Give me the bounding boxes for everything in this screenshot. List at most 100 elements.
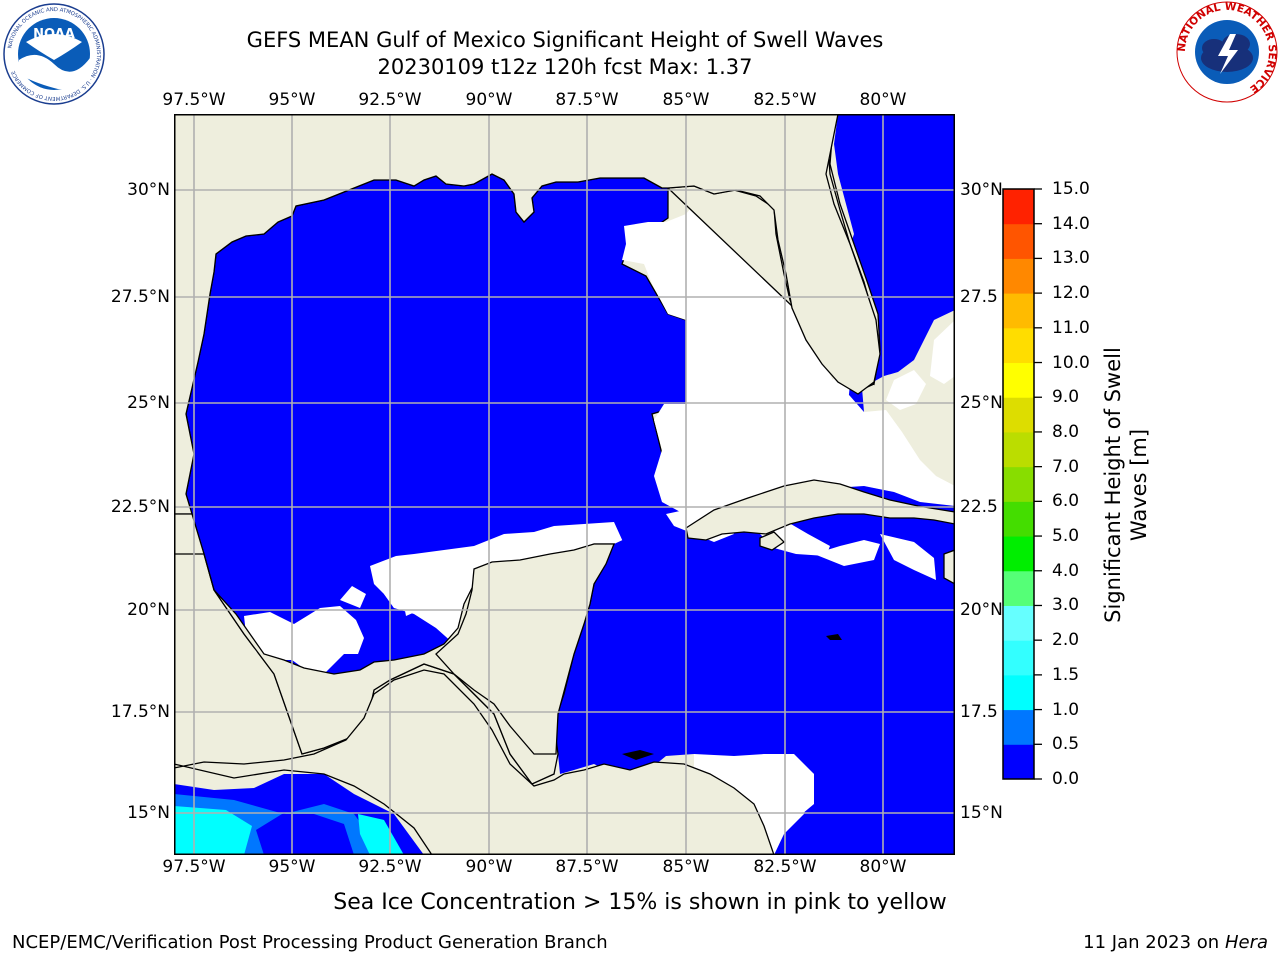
lon-label-bottom: 92.5°W xyxy=(358,857,422,877)
colorbar-segment xyxy=(1003,223,1034,259)
lat-label-right: 27.5 xyxy=(960,287,998,307)
map-frame xyxy=(174,114,955,855)
lat-label-right: 15°N xyxy=(960,803,1003,823)
sea-ice-caption: Sea Ice Concentration > 15% is shown in … xyxy=(333,890,947,915)
colorbar-tick-label: 9.0 xyxy=(1052,387,1080,408)
calm-swell-area xyxy=(340,586,366,608)
lon-label-bottom: 82.5°W xyxy=(753,857,817,877)
lat-label-right: 17.5 xyxy=(960,702,998,722)
colorbar-tick-label: 11.0 xyxy=(1052,317,1090,338)
lat-label-right: 25°N xyxy=(960,393,1003,413)
lon-label-bottom: 97.5°W xyxy=(162,857,226,877)
gulf-swell-map xyxy=(174,114,955,855)
colorbar-segment xyxy=(1003,397,1034,433)
lon-label-top: 92.5°W xyxy=(358,90,422,110)
footer-machine: Hera xyxy=(1224,932,1268,953)
lon-label-top: 97.5°W xyxy=(162,90,226,110)
colorbar-segment xyxy=(1003,327,1034,364)
colorbar-segment xyxy=(1003,536,1034,572)
lat-label-left: 27.5°N xyxy=(110,287,170,307)
colorbar-tick-label: 6.0 xyxy=(1052,491,1080,512)
colorbar-label: Significant Height of Swell xyxy=(1101,347,1125,623)
colorbar-tick-label: 15.0 xyxy=(1052,179,1090,199)
lon-label-top: 87.5°W xyxy=(555,90,619,110)
pacific-calm-blue xyxy=(256,814,354,855)
calm-swell-area xyxy=(622,202,955,524)
nws-logo-icon: NATIONAL WEATHER SERVICE xyxy=(1176,1,1278,103)
colorbar-tick-label: 2.0 xyxy=(1052,630,1080,651)
colorbar-frame xyxy=(1002,188,1035,780)
lon-label-bottom: 95°W xyxy=(268,857,316,877)
colorbar-tick-label: 1.0 xyxy=(1052,699,1080,720)
colorbar-tick-label: 5.0 xyxy=(1052,526,1080,547)
lat-label-right: 20°N xyxy=(960,600,1003,620)
colorbar-segment xyxy=(1003,744,1034,780)
colorbar-segment xyxy=(1003,258,1034,294)
chart-subtitle: 20230109 t12z 120h fcst Max: 1.37 xyxy=(377,55,753,79)
colorbar-segment xyxy=(1003,570,1034,606)
lon-label-bottom: 87.5°W xyxy=(555,857,619,877)
lon-label-top: 80°W xyxy=(859,90,907,110)
colorbar-tick-label: 0.5 xyxy=(1052,734,1080,755)
lon-label-top: 85°W xyxy=(662,90,710,110)
colorbar-segment xyxy=(1003,674,1034,711)
lon-label-top: 95°W xyxy=(268,90,316,110)
lon-label-top: 90°W xyxy=(465,90,513,110)
colorbar-tick-label: 1.5 xyxy=(1052,664,1080,685)
pacific-swell-1-0 xyxy=(358,814,404,855)
hispaniola-land xyxy=(943,549,955,585)
colorbar-tick-label: 8.0 xyxy=(1052,421,1080,442)
footer-date-text: 11 Jan 2023 on xyxy=(1083,932,1225,953)
footer-date: 11 Jan 2023 on Hera xyxy=(1083,932,1268,953)
colorbar-segment xyxy=(1003,466,1034,502)
lon-label-top: 82.5°W xyxy=(753,90,817,110)
colorbar-segment xyxy=(1003,605,1034,641)
lon-label-bottom: 80°W xyxy=(859,857,907,877)
chart-title: GEFS MEAN Gulf of Mexico Significant Hei… xyxy=(246,28,884,52)
noaa-logo-icon: NOAA NATIONAL OCEANIC AND ATMOSPHERIC AD… xyxy=(3,3,105,105)
cuba-land xyxy=(685,479,955,541)
footer-branch: NCEP/EMC/Verification Post Processing Pr… xyxy=(12,932,608,953)
colorbar-tick-label: 13.0 xyxy=(1052,248,1090,269)
lat-label-left: 17.5°N xyxy=(110,702,170,722)
swan-islands-land xyxy=(622,750,654,760)
lat-label-left: 20°N xyxy=(127,600,170,620)
calm-swell-area xyxy=(400,566,434,616)
colorbar-tick-label: 4.0 xyxy=(1052,560,1080,581)
map-gridlines xyxy=(174,114,955,855)
colorbar-segment xyxy=(1003,640,1034,676)
calm-swell-area xyxy=(784,764,814,814)
colorbar xyxy=(1002,188,1042,780)
colorbar-segment xyxy=(1003,431,1034,468)
lat-label-right: 22.5 xyxy=(960,497,998,517)
calm-swell-area xyxy=(880,534,936,580)
colorbar-segment xyxy=(1003,362,1034,398)
noaa-logo-text: NOAA xyxy=(33,27,75,42)
colorbar-segment xyxy=(1003,709,1034,745)
calm-swell-area xyxy=(814,540,880,566)
colorbar-tick-label: 14.0 xyxy=(1052,213,1090,234)
colorbar-segment xyxy=(1003,501,1034,537)
colorbar-segment xyxy=(1003,189,1034,225)
calm-swell-area xyxy=(886,370,926,410)
lat-label-left: 25°N xyxy=(127,393,170,413)
colorbar-tick-label: 7.0 xyxy=(1052,456,1080,477)
yucatan-land xyxy=(435,543,615,755)
north-land xyxy=(174,114,881,515)
colorbar-tick-label: 3.0 xyxy=(1052,595,1080,616)
colorbar-label-units: Waves [m] xyxy=(1127,428,1151,542)
colorbar-segment xyxy=(1003,293,1034,329)
colorbar-tick-label: 10.0 xyxy=(1052,352,1090,373)
colorbar-tick-label: 0.0 xyxy=(1052,769,1080,789)
jamaica-land xyxy=(826,634,842,640)
isle-of-youth-land xyxy=(759,531,786,551)
lon-label-bottom: 85°W xyxy=(662,857,710,877)
lon-label-bottom: 90°W xyxy=(465,857,513,877)
colorbar-tick-label: 12.0 xyxy=(1052,283,1090,304)
lat-label-left: 30°N xyxy=(127,180,170,200)
lat-label-right: 30°N xyxy=(960,180,1003,200)
lat-label-left: 22.5°N xyxy=(110,497,170,517)
lat-label-left: 15°N xyxy=(127,803,170,823)
calm-swell-area xyxy=(930,320,955,384)
central-america-land xyxy=(174,669,775,855)
